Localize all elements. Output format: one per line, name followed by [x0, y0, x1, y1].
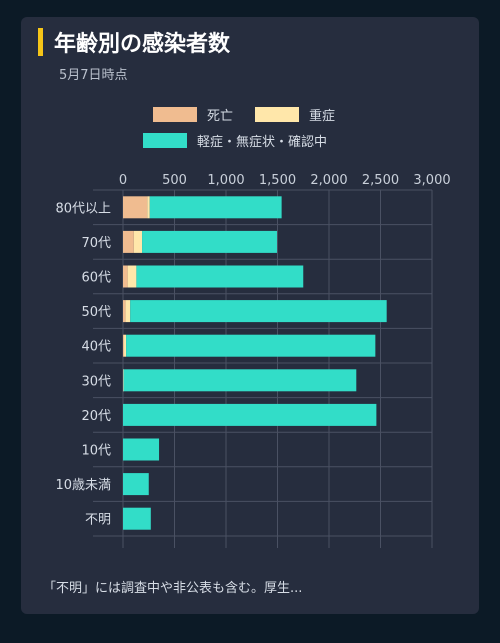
y-category-label: 80代以上 [55, 201, 111, 216]
bar-segment-mild [123, 369, 357, 392]
legend-label-mild: 軽症・無症状・確認中 [197, 135, 328, 150]
chart-card: 年齢別の感染者数 5月7日時点 死亡 重症 軽症・無症状・確認中 0 500 1,0… [21, 17, 479, 614]
bar-segment-mild [123, 438, 160, 461]
x-tick-label: 0 [119, 173, 127, 188]
x-tick-label: 3,000 [413, 173, 450, 188]
bar-segment-mild [123, 403, 377, 426]
y-category-label: 70代 [81, 236, 111, 251]
legend-swatch-severe [255, 107, 299, 122]
bar-segment-mild [123, 473, 149, 496]
bar-segment-mild [130, 300, 387, 323]
bar-segment-death [123, 196, 148, 219]
bar-segment-mild [142, 230, 277, 253]
legend-item-mild[interactable]: 軽症・無症状・確認中 [143, 131, 327, 150]
legend-item-severe[interactable]: 重症 [255, 105, 335, 124]
legend-label-death: 死亡 [207, 109, 234, 124]
x-tick-label: 2,500 [362, 173, 399, 188]
bar-segment-death [123, 369, 124, 392]
bar-segment-mild [136, 265, 304, 288]
x-tick-label: 2,000 [310, 173, 347, 188]
bar-segment-mild [149, 196, 282, 219]
legend-swatch-mild [143, 133, 187, 148]
bar-segment-death [123, 230, 134, 253]
y-category-label: 30代 [81, 374, 111, 389]
y-category-label: 60代 [81, 271, 111, 286]
y-category-label: 40代 [81, 340, 111, 355]
x-tick-label: 1,500 [259, 173, 296, 188]
bar-chart: 0 500 1,000 1,500 2,000 2,500 3,000 80代以上 70代 60代… [55, 173, 451, 548]
legend-item-death[interactable]: 死亡 [153, 105, 233, 124]
y-category-label: 10歳未満 [55, 478, 111, 493]
bar-segment-severe [133, 230, 143, 253]
legend-swatch-death [153, 107, 197, 122]
bar-segment-mild [126, 334, 376, 357]
bar-segment-death [123, 265, 128, 288]
x-tick-label: 1,000 [207, 173, 244, 188]
chart-subtitle: 5月7日時点 [59, 68, 128, 83]
legend-label-severe: 重症 [309, 109, 336, 124]
bar-segment-severe [125, 300, 131, 323]
y-category-label: 10代 [81, 444, 111, 459]
y-category-label: 50代 [81, 305, 111, 320]
x-tick-label: 500 [162, 173, 187, 188]
y-category-label: 不明 [85, 513, 111, 528]
bar-segment-death [123, 300, 126, 323]
bar-segment-severe [124, 334, 127, 357]
bar-segment-severe [127, 265, 137, 288]
y-category-label: 20代 [81, 409, 111, 424]
bar-segment-severe [147, 196, 150, 219]
title-accent-bar [38, 28, 43, 56]
footer-note: 「不明」には調査中や非公表も含む。厚生... [43, 581, 303, 596]
bar-segment-death [123, 334, 125, 357]
bar-segment-mild [123, 507, 151, 530]
chart-title: 年齢別の感染者数 [54, 32, 231, 57]
